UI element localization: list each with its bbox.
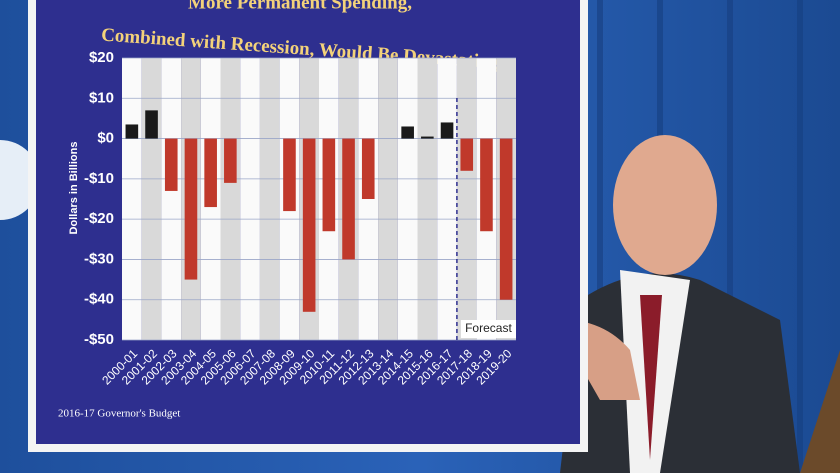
y-axis-label: Dollars in Billions: [68, 142, 80, 235]
forecast-box: [460, 320, 516, 338]
bar: [480, 138, 493, 232]
y-tick-label: -$20: [84, 210, 114, 227]
column-band: [456, 58, 477, 340]
title-line: More Permanent Spending,: [188, 0, 412, 13]
forecast-label: Forecast: [465, 321, 512, 335]
column-band: [259, 58, 280, 340]
column-band: [122, 58, 142, 340]
bar: [145, 110, 158, 139]
column-band: [397, 58, 418, 340]
y-tick-label: -$50: [84, 331, 114, 348]
column-band: [378, 58, 398, 340]
column-band: [240, 58, 260, 340]
column-band: [220, 58, 241, 340]
bar: [224, 138, 237, 183]
bar: [342, 138, 355, 260]
bar: [164, 138, 178, 191]
y-tick-label: -$40: [84, 291, 114, 308]
bar: [361, 138, 375, 199]
bar: [204, 138, 217, 208]
column-band: [437, 58, 457, 340]
suit: [560, 273, 800, 473]
bar: [125, 124, 139, 139]
y-tick-label: $0: [97, 130, 114, 147]
podium: [800, 350, 840, 473]
column-band: [161, 58, 182, 340]
bar: [302, 138, 316, 312]
bar: [401, 126, 414, 139]
bar: [283, 138, 296, 212]
source-note: 2016-17 Governor's Budget: [58, 408, 180, 420]
y-tick-label: -$30: [84, 250, 114, 267]
bar: [440, 122, 454, 139]
bar: [322, 138, 336, 232]
column-band: [141, 58, 162, 340]
column-band: [417, 58, 438, 340]
bar: [460, 138, 474, 171]
plot: $20$10$0-$10-$20-$30-$40-$502000-012001-…: [84, 49, 516, 388]
head: [613, 135, 717, 275]
y-tick-label: $20: [89, 49, 114, 66]
bar: [184, 138, 198, 280]
bar: [499, 138, 513, 300]
bar: [421, 136, 434, 139]
y-tick-label: -$10: [84, 170, 114, 187]
y-tick-label: $10: [89, 89, 114, 106]
tie: [640, 295, 662, 460]
